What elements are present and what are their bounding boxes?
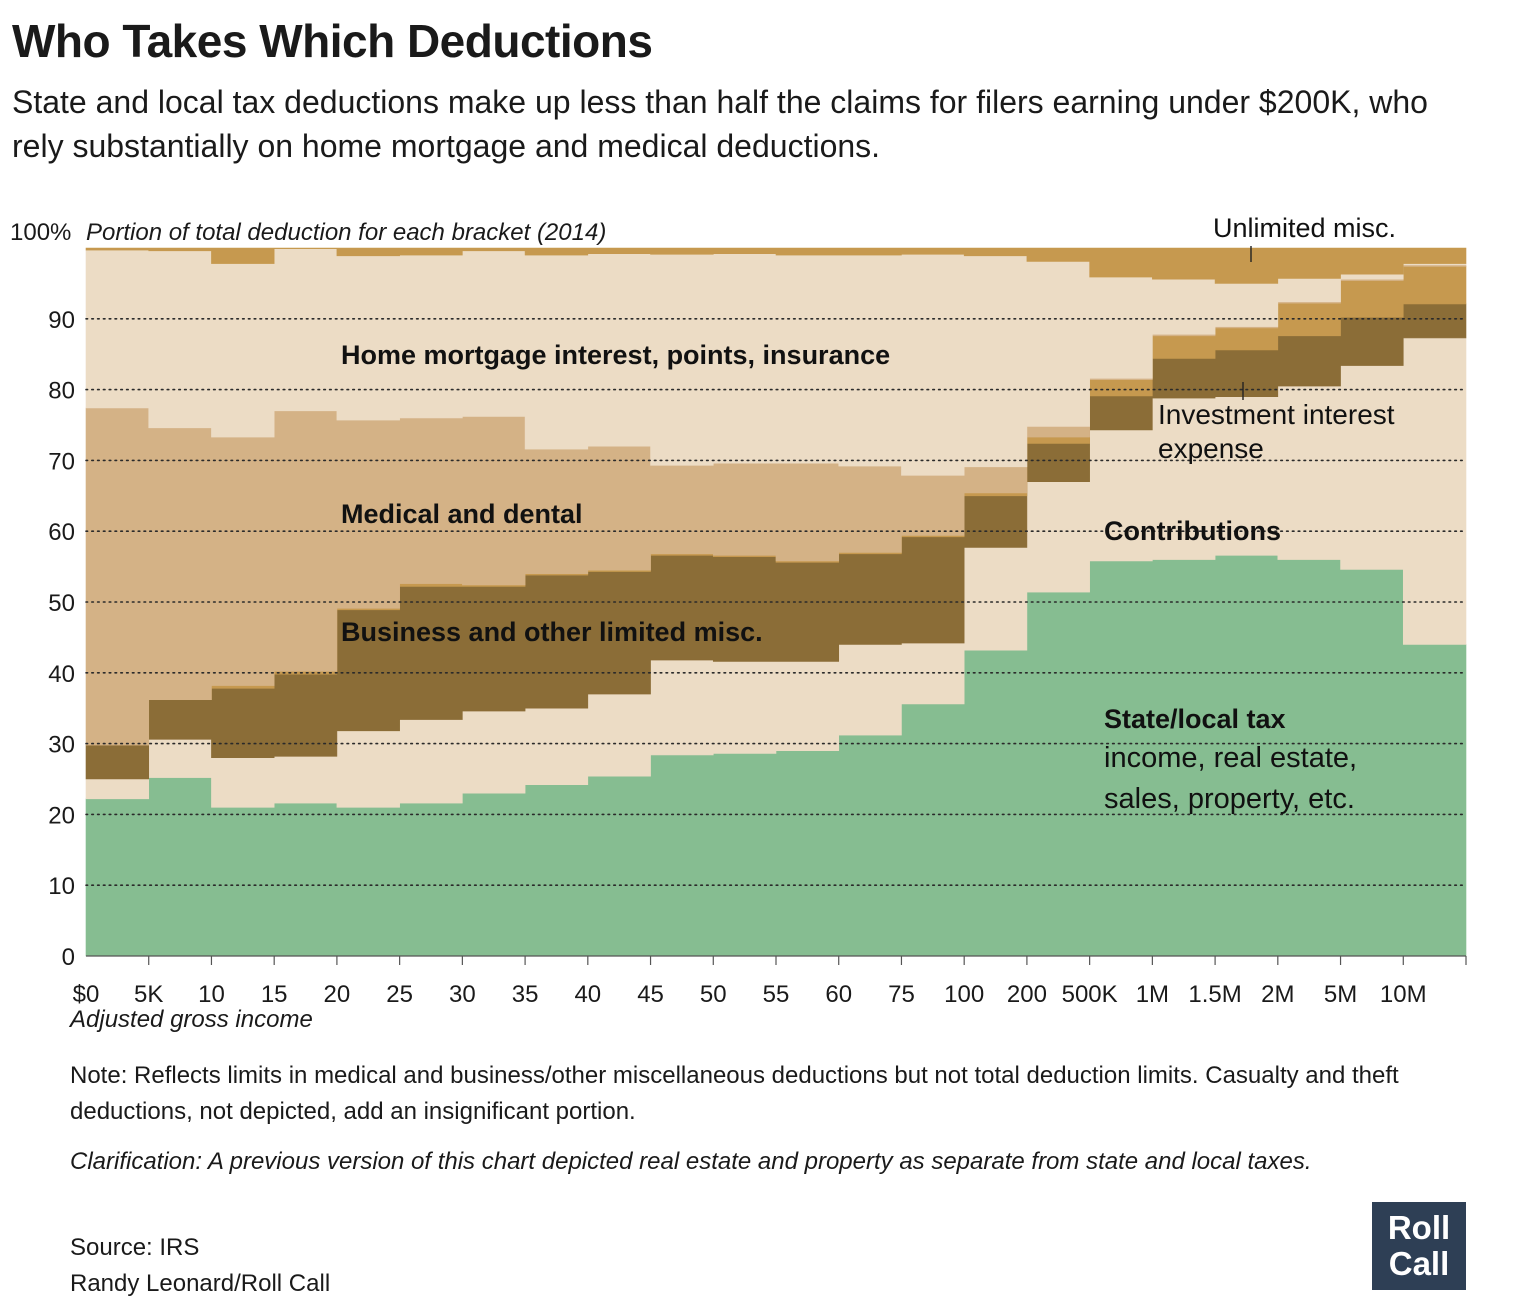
x-tick-label: 30 [449, 981, 476, 1005]
x-tick-label: 200 [1007, 981, 1047, 1005]
x-tick-label: 20 [324, 981, 351, 1005]
series-areas [85, 247, 1467, 957]
annotations: Home mortgage interest, points, insuranc… [341, 213, 1396, 815]
y-tick-label: 40 [48, 661, 75, 688]
y-tick-label: 80 [48, 378, 75, 405]
gridlines [85, 317, 1467, 887]
x-tick-label: 5M [1324, 981, 1357, 1005]
y-tick-label: 90 [48, 307, 75, 334]
credit-line: Randy Leonard/Roll Call [70, 1270, 331, 1297]
x-tick-label: $0 [73, 981, 100, 1005]
x-tick-label: 1.5M [1188, 981, 1241, 1005]
x-tick-label: 75 [888, 981, 915, 1005]
x-tick-label: 100 [944, 981, 984, 1005]
x-tick-label: 10 [198, 981, 225, 1005]
x-tick-label: 5K [134, 981, 163, 1005]
annotation-label: expense [1158, 433, 1264, 464]
y-axis-title: Portion of total deduction for each brac… [86, 219, 606, 246]
x-axis-title: Adjusted gross income [70, 1006, 313, 1033]
y-tick-label: 70 [48, 448, 75, 475]
y-tick-label: 0 [62, 944, 75, 971]
footnote: Note: Reflects limits in medical and bus… [70, 1062, 1399, 1125]
area-unlimited-misc [85, 247, 1467, 284]
roll-call-logo: Roll Call [1372, 1202, 1466, 1290]
x-tick-label: 60 [825, 981, 852, 1005]
x-tick-label: 10M [1380, 981, 1427, 1005]
x-tick-label: 50 [700, 981, 727, 1005]
y-tick-label: 20 [48, 802, 75, 829]
y-tick-label: 10 [48, 873, 75, 900]
y-tick-label: 50 [48, 590, 75, 617]
x-tick-label: 45 [637, 981, 664, 1005]
y-tick-label-top: 100% [10, 219, 71, 246]
annotation-label: Medical and dental [341, 499, 583, 529]
annotation-label: sales, property, etc. [1104, 783, 1355, 815]
annotation-label: Business and other limited misc. [341, 617, 763, 647]
x-tick-label: 25 [386, 981, 413, 1005]
logo-line-2: Call [1388, 1245, 1450, 1282]
x-tick-label: 15 [261, 981, 288, 1005]
x-tick-label: 35 [512, 981, 539, 1005]
x-tick-label: 40 [574, 981, 601, 1005]
annotation-label: Home mortgage interest, points, insuranc… [341, 340, 890, 370]
annotation-label: State/local tax [1104, 704, 1286, 734]
y-axis: 0 10 20 30 40 50 60 70 80 90 100% [10, 219, 75, 971]
annotation-label: Investment interest [1158, 399, 1395, 430]
x-tick-label: 500K [1062, 981, 1118, 1005]
x-tick-label: 2M [1261, 981, 1294, 1005]
clarification: Clarification: A previous version of thi… [70, 1148, 1312, 1175]
chart-title: Who Takes Which Deductions [12, 15, 653, 67]
source-line: Source: IRS [70, 1234, 200, 1261]
x-tick-label: 55 [763, 981, 790, 1005]
x-tick-label: 1M [1136, 981, 1169, 1005]
chart-subtitle: State and local tax deductions make up l… [12, 84, 1428, 164]
logo-line-1: Roll [1387, 1209, 1451, 1246]
annotation-label: Contributions [1104, 516, 1281, 546]
y-tick-label: 30 [48, 732, 75, 759]
y-tick-label: 60 [48, 519, 75, 546]
annotation-label: income, real estate, [1104, 742, 1357, 774]
x-axis: $0 5K 10 15 20 25 30 35 40 45 50 55 60 75 100 200 500K 1M… [73, 955, 1467, 1005]
stacked-area-chart: 0 10 20 30 40 50 60 70 80 90 100% $0 5K 10 15 20 25 30 35… [10, 213, 1467, 1005]
annotation-label: Unlimited misc. [1213, 213, 1396, 243]
